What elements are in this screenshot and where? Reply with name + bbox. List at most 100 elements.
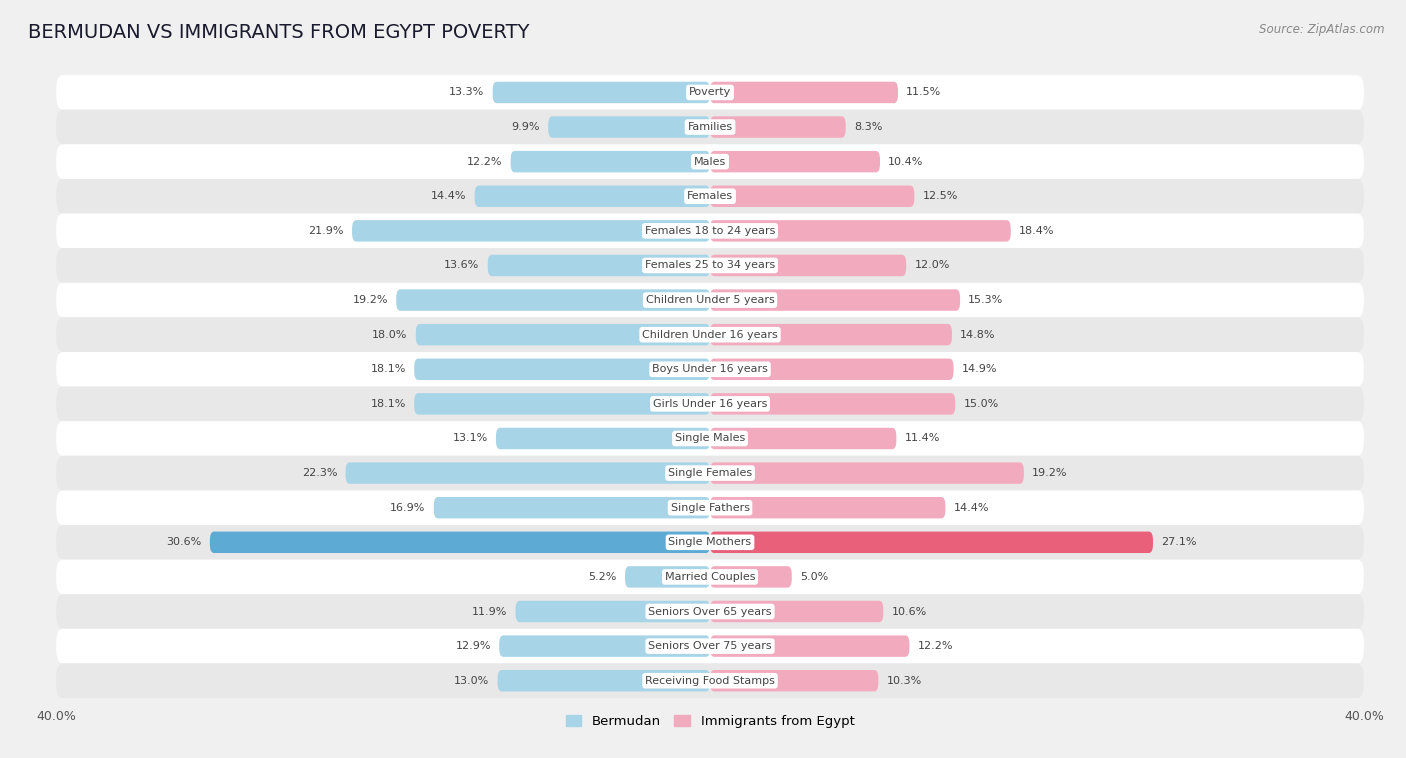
Text: Females 18 to 24 years: Females 18 to 24 years	[645, 226, 775, 236]
Text: Single Males: Single Males	[675, 434, 745, 443]
FancyBboxPatch shape	[710, 186, 914, 207]
Text: 12.5%: 12.5%	[922, 191, 957, 202]
Text: 13.3%: 13.3%	[450, 87, 485, 98]
FancyBboxPatch shape	[710, 635, 910, 657]
Text: Boys Under 16 years: Boys Under 16 years	[652, 365, 768, 374]
Text: 12.0%: 12.0%	[914, 261, 949, 271]
Text: Children Under 5 years: Children Under 5 years	[645, 295, 775, 305]
FancyBboxPatch shape	[209, 531, 710, 553]
FancyBboxPatch shape	[56, 110, 1364, 144]
FancyBboxPatch shape	[710, 670, 879, 691]
Text: 14.4%: 14.4%	[432, 191, 467, 202]
FancyBboxPatch shape	[710, 601, 883, 622]
Text: 10.3%: 10.3%	[887, 675, 922, 686]
FancyBboxPatch shape	[56, 387, 1364, 421]
Text: 22.3%: 22.3%	[302, 468, 337, 478]
FancyBboxPatch shape	[56, 352, 1364, 387]
Text: 14.9%: 14.9%	[962, 365, 997, 374]
FancyBboxPatch shape	[56, 594, 1364, 629]
Text: 8.3%: 8.3%	[853, 122, 882, 132]
Text: BERMUDAN VS IMMIGRANTS FROM EGYPT POVERTY: BERMUDAN VS IMMIGRANTS FROM EGYPT POVERT…	[28, 23, 530, 42]
FancyBboxPatch shape	[710, 428, 897, 449]
FancyBboxPatch shape	[56, 490, 1364, 525]
Legend: Bermudan, Immigrants from Egypt: Bermudan, Immigrants from Egypt	[560, 709, 860, 733]
Text: 18.1%: 18.1%	[371, 365, 406, 374]
Text: 11.4%: 11.4%	[904, 434, 939, 443]
Text: 15.3%: 15.3%	[969, 295, 1004, 305]
FancyBboxPatch shape	[710, 116, 845, 138]
Text: 12.2%: 12.2%	[467, 157, 502, 167]
FancyBboxPatch shape	[488, 255, 710, 276]
FancyBboxPatch shape	[498, 670, 710, 691]
FancyBboxPatch shape	[710, 566, 792, 587]
FancyBboxPatch shape	[396, 290, 710, 311]
Text: 13.6%: 13.6%	[444, 261, 479, 271]
FancyBboxPatch shape	[416, 324, 710, 346]
FancyBboxPatch shape	[516, 601, 710, 622]
FancyBboxPatch shape	[510, 151, 710, 172]
FancyBboxPatch shape	[56, 559, 1364, 594]
Text: Families: Families	[688, 122, 733, 132]
FancyBboxPatch shape	[496, 428, 710, 449]
FancyBboxPatch shape	[710, 324, 952, 346]
FancyBboxPatch shape	[710, 393, 955, 415]
Text: 5.0%: 5.0%	[800, 572, 828, 582]
Text: Married Couples: Married Couples	[665, 572, 755, 582]
Text: 15.0%: 15.0%	[963, 399, 998, 409]
Text: 13.1%: 13.1%	[453, 434, 488, 443]
Text: Seniors Over 75 years: Seniors Over 75 years	[648, 641, 772, 651]
FancyBboxPatch shape	[710, 531, 1153, 553]
Text: 27.1%: 27.1%	[1161, 537, 1197, 547]
Text: 19.2%: 19.2%	[353, 295, 388, 305]
FancyBboxPatch shape	[56, 629, 1364, 663]
FancyBboxPatch shape	[56, 421, 1364, 456]
FancyBboxPatch shape	[56, 456, 1364, 490]
Text: 30.6%: 30.6%	[166, 537, 201, 547]
Text: Females: Females	[688, 191, 733, 202]
Text: 11.5%: 11.5%	[905, 87, 942, 98]
Text: 10.4%: 10.4%	[889, 157, 924, 167]
Text: Source: ZipAtlas.com: Source: ZipAtlas.com	[1260, 23, 1385, 36]
Text: Girls Under 16 years: Girls Under 16 years	[652, 399, 768, 409]
FancyBboxPatch shape	[56, 525, 1364, 559]
Text: 12.2%: 12.2%	[918, 641, 953, 651]
Text: 19.2%: 19.2%	[1032, 468, 1067, 478]
FancyBboxPatch shape	[56, 663, 1364, 698]
Text: 10.6%: 10.6%	[891, 606, 927, 616]
Text: Poverty: Poverty	[689, 87, 731, 98]
Text: 21.9%: 21.9%	[308, 226, 344, 236]
FancyBboxPatch shape	[492, 82, 710, 103]
FancyBboxPatch shape	[56, 75, 1364, 110]
Text: 18.4%: 18.4%	[1019, 226, 1054, 236]
FancyBboxPatch shape	[56, 214, 1364, 248]
FancyBboxPatch shape	[710, 497, 945, 518]
Text: Males: Males	[695, 157, 725, 167]
FancyBboxPatch shape	[548, 116, 710, 138]
Text: Single Mothers: Single Mothers	[668, 537, 752, 547]
FancyBboxPatch shape	[626, 566, 710, 587]
FancyBboxPatch shape	[475, 186, 710, 207]
Text: 14.8%: 14.8%	[960, 330, 995, 340]
FancyBboxPatch shape	[710, 290, 960, 311]
FancyBboxPatch shape	[415, 393, 710, 415]
FancyBboxPatch shape	[56, 144, 1364, 179]
FancyBboxPatch shape	[56, 283, 1364, 318]
Text: 14.4%: 14.4%	[953, 503, 988, 512]
FancyBboxPatch shape	[710, 151, 880, 172]
Text: 18.0%: 18.0%	[373, 330, 408, 340]
Text: Children Under 16 years: Children Under 16 years	[643, 330, 778, 340]
Text: 9.9%: 9.9%	[512, 122, 540, 132]
Text: Single Fathers: Single Fathers	[671, 503, 749, 512]
FancyBboxPatch shape	[56, 318, 1364, 352]
FancyBboxPatch shape	[415, 359, 710, 380]
Text: 16.9%: 16.9%	[391, 503, 426, 512]
FancyBboxPatch shape	[56, 248, 1364, 283]
FancyBboxPatch shape	[499, 635, 710, 657]
FancyBboxPatch shape	[434, 497, 710, 518]
FancyBboxPatch shape	[346, 462, 710, 484]
FancyBboxPatch shape	[56, 179, 1364, 214]
FancyBboxPatch shape	[710, 462, 1024, 484]
FancyBboxPatch shape	[710, 255, 905, 276]
Text: 18.1%: 18.1%	[371, 399, 406, 409]
FancyBboxPatch shape	[710, 359, 953, 380]
